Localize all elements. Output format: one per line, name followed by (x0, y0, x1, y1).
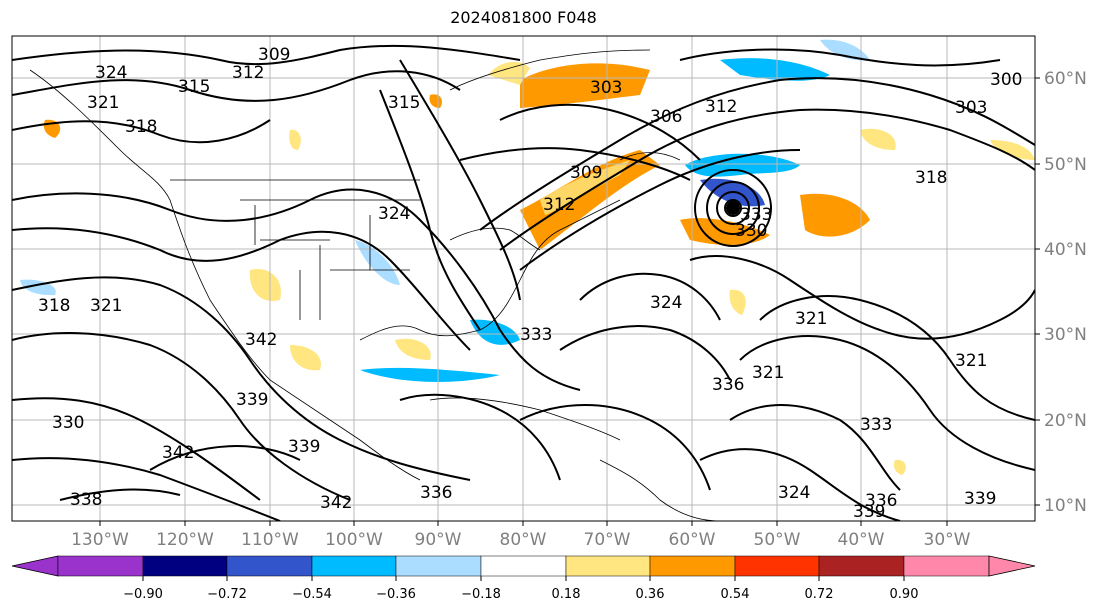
colorbar-segment (903, 555, 990, 577)
colorbar-segment (311, 555, 397, 577)
contour-label: 321 (752, 363, 784, 383)
contour-label: 330 (52, 413, 84, 433)
lat-label: 10°N (1044, 496, 1087, 516)
contour-label: 336 (865, 491, 897, 511)
contour-label: 324 (95, 63, 127, 83)
contour-label: 333 (520, 325, 552, 345)
contour-labels: 324 309 312 321 315 318 315 303 306 312 … (38, 45, 1022, 522)
contour-label: 324 (778, 483, 810, 503)
colorbar-tick-label: −0.72 (207, 587, 247, 602)
lon-label: 70°W (584, 530, 631, 550)
contour-label: 318 (125, 117, 157, 137)
lon-label: 120°W (156, 530, 214, 550)
map-title: 2024081800 F048 (450, 8, 597, 27)
colorbar-segment (480, 555, 567, 577)
colorbar-tick-label: 0.18 (552, 587, 581, 602)
colorbar-segment (649, 555, 736, 577)
axis-ticks (99, 77, 1040, 526)
contour-label: 312 (543, 195, 575, 215)
lat-label: 40°N (1044, 240, 1087, 260)
contour-label: 318 (38, 296, 70, 316)
contour-label: 339 (288, 437, 320, 457)
colorbar-tick-label: 0.72 (805, 587, 834, 602)
lon-label: 60°W (669, 530, 716, 550)
lat-label: 30°N (1044, 325, 1087, 345)
contour-label: 342 (320, 493, 352, 513)
contour-label: 321 (87, 93, 119, 113)
anomaly-shading (20, 39, 1035, 475)
lat-label: 50°N (1044, 155, 1087, 175)
lon-label: 50°W (754, 530, 801, 550)
lon-label: 130°W (71, 530, 129, 550)
lon-label: 30°W (924, 530, 971, 550)
contour-label: 321 (955, 351, 987, 371)
contour-label: 309 (258, 45, 290, 65)
contour-label: 339 (964, 489, 996, 509)
colorbar-segment (818, 555, 905, 577)
contour-label: 324 (650, 293, 682, 313)
height-contours (12, 44, 1035, 521)
contour-label: 342 (162, 443, 194, 463)
contour-label: 333 (740, 205, 772, 225)
contour-label: 330 (735, 221, 767, 241)
contour-label: 303 (590, 78, 622, 98)
contour-label: 336 (712, 375, 744, 395)
contour-label: 318 (915, 168, 947, 188)
colorbar-tick-label: −0.90 (123, 587, 163, 602)
colorbar-segment (226, 555, 313, 577)
lat-label: 60°N (1044, 69, 1087, 89)
contour-label: 300 (990, 70, 1022, 90)
lon-label: 110°W (241, 530, 299, 550)
colorbar-tick-label: −0.36 (376, 587, 416, 602)
contour-label: 339 (236, 390, 268, 410)
colorbar-tick-label: −0.18 (461, 587, 501, 602)
contour-label: 324 (378, 204, 410, 224)
contour-label: 315 (178, 77, 210, 97)
contour-label: 312 (232, 63, 264, 83)
contour-label: 342 (245, 330, 277, 350)
longitude-labels: 130°W 120°W 110°W 100°W 90°W 80°W 70°W 6… (71, 530, 971, 550)
contour-label: 321 (795, 309, 827, 329)
contour-label: 333 (860, 415, 892, 435)
contour-label: 315 (388, 93, 420, 113)
low-pressure-center (726, 201, 740, 215)
colorbar-tick-label: 0.36 (636, 587, 665, 602)
contour-label: 306 (650, 107, 682, 127)
contour-label: 338 (70, 490, 102, 510)
colorbar-tick-label: 0.90 (890, 587, 919, 602)
contour-label: 339 (853, 502, 885, 522)
colorbar-tick-label: 0.54 (721, 587, 750, 602)
coastlines (29, 49, 721, 521)
colorbar: −0.90 −0.72 −0.54 −0.36 −0.18 0.18 0.36 … (11, 555, 1036, 602)
colorbar-segment (734, 555, 820, 577)
lat-label: 20°N (1044, 411, 1087, 431)
lon-label: 80°W (500, 530, 547, 550)
colorbar-min-extension (11, 555, 59, 577)
contour-label: 309 (570, 163, 602, 183)
contour-label: 321 (90, 296, 122, 316)
colorbar-max-extension (988, 555, 1036, 577)
lon-label: 100°W (325, 530, 383, 550)
contour-label: 312 (705, 97, 737, 117)
graticule (12, 36, 1035, 521)
contour-label: 336 (420, 483, 452, 503)
lon-label: 90°W (415, 530, 462, 550)
contour-label: 303 (955, 98, 987, 118)
colorbar-segment (57, 555, 144, 577)
latitude-labels: 60°N 50°N 40°N 30°N 20°N 10°N (1044, 69, 1087, 516)
colorbar-segment (142, 555, 228, 577)
colorbar-segment (565, 555, 651, 577)
colorbar-tick-label: −0.54 (292, 587, 332, 602)
colorbar-segment (395, 555, 482, 577)
lon-label: 40°W (838, 530, 885, 550)
